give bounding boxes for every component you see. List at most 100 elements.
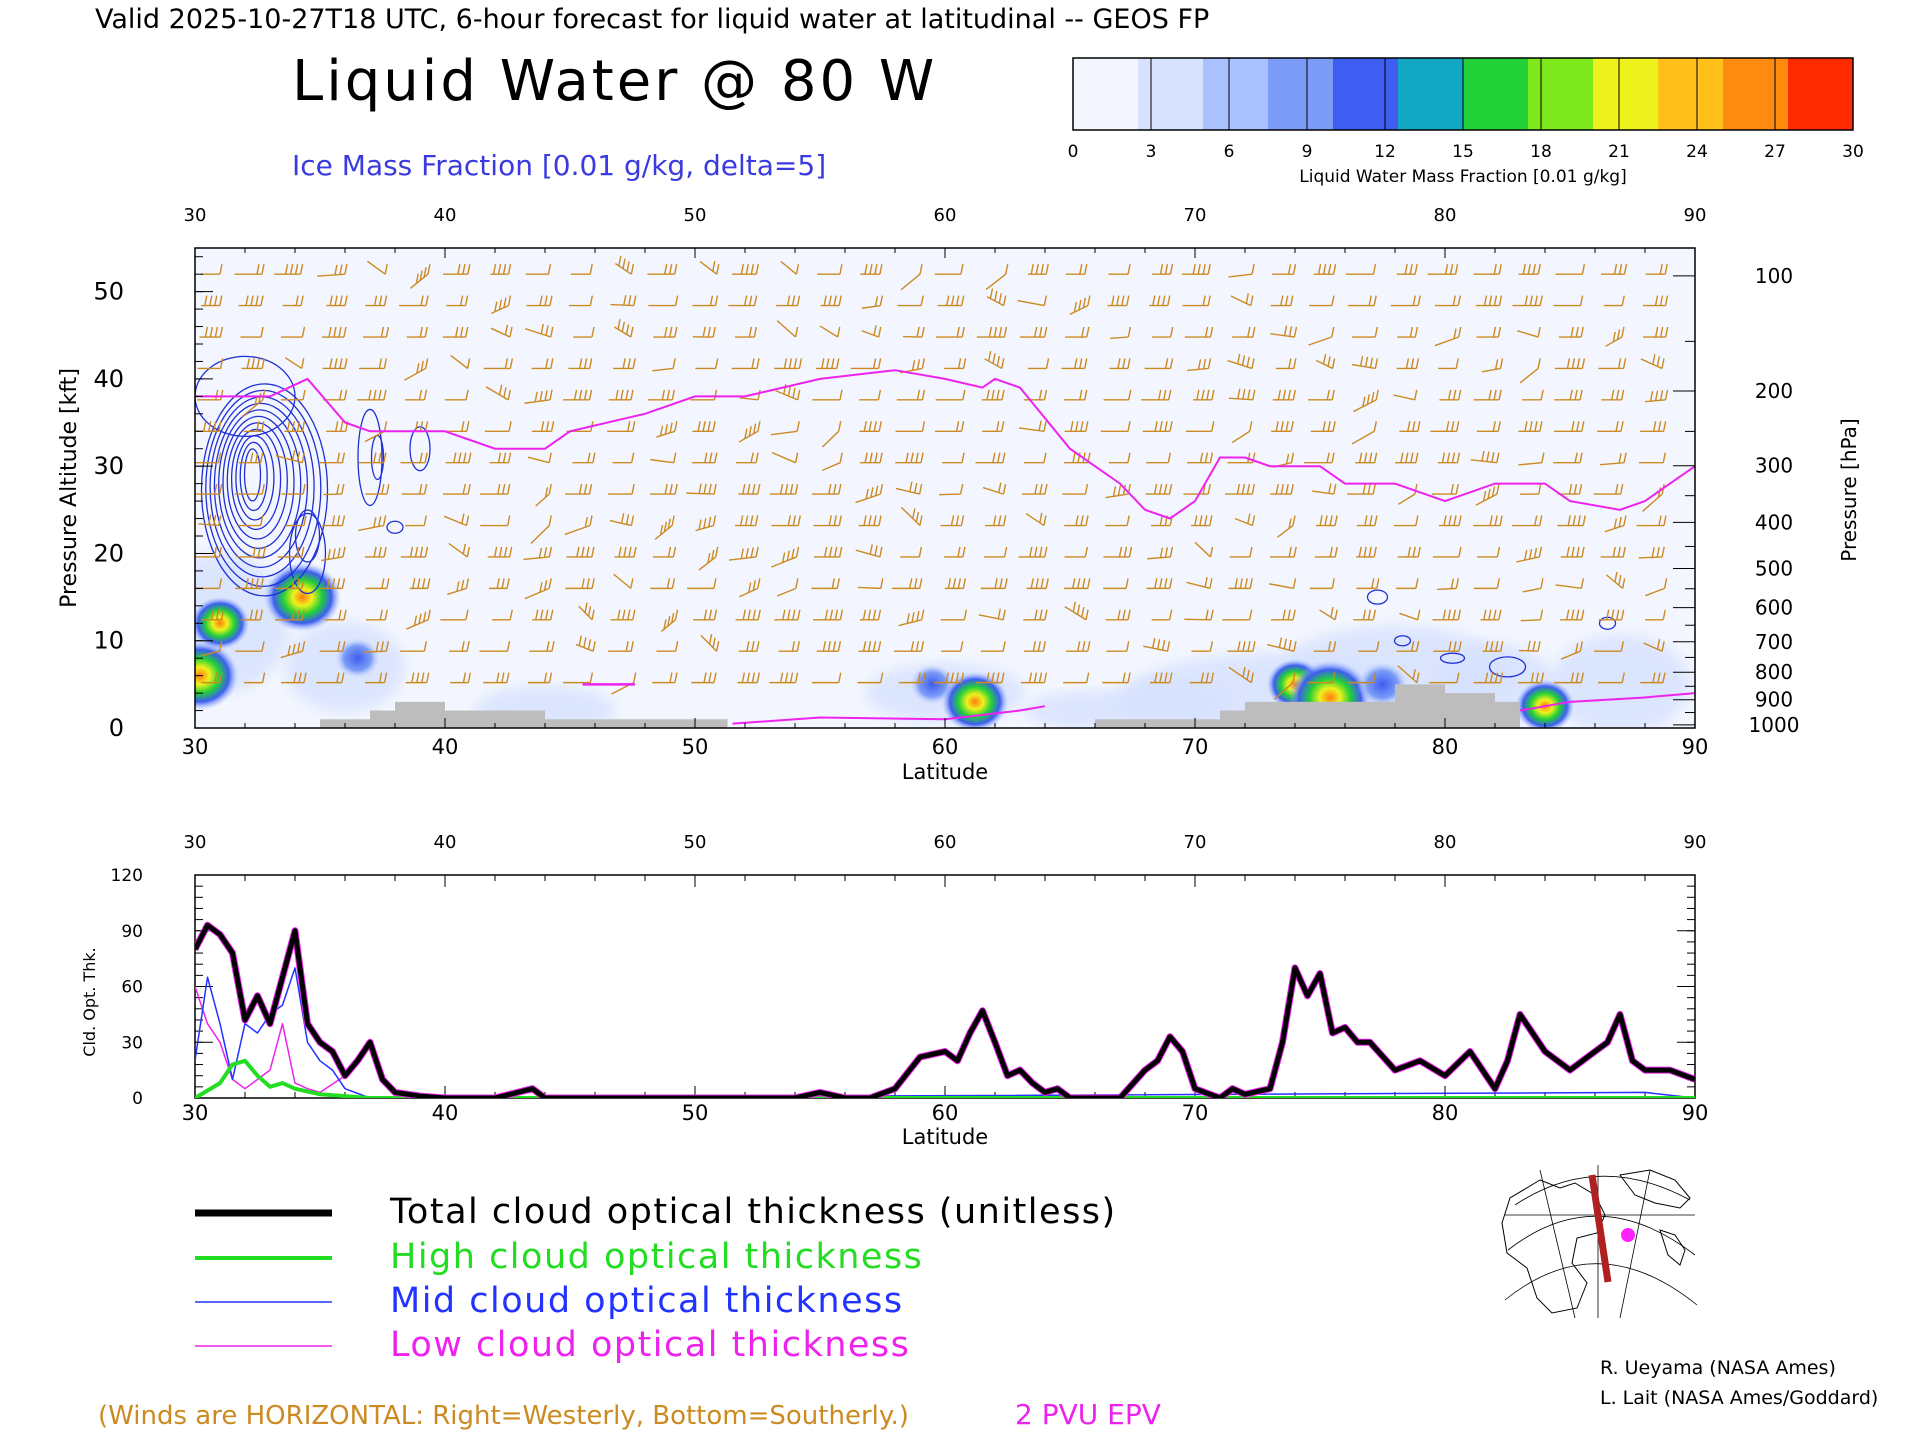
wind-barb-flag [669, 483, 673, 495]
wind-barb-flag [1331, 326, 1335, 338]
wind-barb-flag [1043, 421, 1047, 432]
wind-barb-flag [1574, 389, 1578, 400]
wind-barb-flag [1414, 264, 1418, 275]
wind-barb-shaft [1147, 556, 1171, 560]
wind-barb-flag [548, 578, 552, 589]
wind-barb-flag [344, 295, 348, 306]
wind-barb-flag [578, 389, 583, 400]
wind-barb-flag [418, 389, 423, 400]
wind-barb-shaft [1268, 583, 1294, 590]
wind-barb-flag [618, 255, 622, 267]
wind-barb-flag [1293, 641, 1297, 652]
wind-barb-shaft [614, 262, 632, 275]
wind-barb-flag [672, 358, 676, 369]
wind-barb-flag [1485, 641, 1489, 652]
pressure-tick-label: 600 [1755, 596, 1793, 620]
liquid-water-blob [1515, 679, 1575, 728]
wind-barb-flag [1450, 483, 1454, 495]
wind-barb-flag [424, 421, 429, 432]
wind-barb-flag [1407, 421, 1411, 432]
wind-barb-flag [742, 609, 746, 620]
wind-barb-flag [921, 326, 925, 338]
bottom-ytick-label: 30 [121, 1033, 143, 1053]
wind-barb-flag [796, 389, 801, 400]
wind-barb-flag [627, 421, 631, 432]
wind-barb-flag [1169, 672, 1173, 683]
wind-barb-flag [1127, 326, 1132, 338]
wind-barb-flag [671, 515, 675, 526]
wind-barb-flag [551, 641, 555, 652]
wind-barb-flag [1209, 326, 1214, 338]
wind-barb-flag [1369, 515, 1373, 526]
wind-barb-flag [1663, 578, 1668, 589]
wind-barb-shaft [978, 614, 1004, 621]
wind-barbs [195, 255, 1695, 725]
bottom-xtick-label-upper: 80 [1434, 832, 1457, 853]
wind-barb-flag [833, 483, 837, 495]
wind-barb-flag [1442, 609, 1446, 620]
wind-barb-flag [1040, 264, 1044, 275]
wind-barb-flag [744, 515, 749, 526]
wind-barb-shaft [1184, 618, 1212, 621]
wind-barb-flag [544, 295, 548, 306]
wind-barb-flag [1245, 293, 1250, 304]
wind-barb-flag [1162, 295, 1166, 306]
wind-barb-flag [327, 549, 331, 560]
wind-barb-flag [996, 389, 1000, 400]
wind-barb-flag [617, 319, 621, 330]
wind-barb-shaft [775, 389, 798, 401]
wind-barb-flag [1004, 578, 1008, 589]
wind-barb-shaft [982, 486, 1004, 495]
wind-barb-flag [1043, 515, 1047, 526]
wind-barb-shaft [1516, 330, 1539, 338]
wind-barb-flag [456, 581, 460, 592]
wind-barb-flag [1275, 421, 1279, 432]
wind-barb-flag [1409, 326, 1414, 338]
wind-barb-flag [946, 295, 950, 306]
wind-barb-flag [421, 672, 425, 683]
wind-barb-shaft [855, 549, 881, 558]
wind-barb-flag [1571, 546, 1575, 558]
wind-barb-flag [757, 609, 761, 620]
wind-barb-flag [670, 612, 675, 624]
bottom-ytick-label: 0 [132, 1089, 143, 1109]
wind-barb-shaft [1267, 643, 1295, 652]
wind-barb-flag [669, 422, 673, 433]
wind-barb-flag [291, 421, 296, 432]
wind-barb-flag [838, 546, 843, 558]
colorbar-swatch [1138, 58, 1204, 130]
wind-barb-flag [296, 451, 301, 462]
wind-barb-flag [998, 293, 1002, 304]
wind-barb-flag [1122, 484, 1127, 496]
wind-barb-flag [905, 452, 909, 463]
wind-barb-flag [507, 483, 511, 495]
wind-barb-flag [698, 483, 702, 494]
wind-barb-flag [1037, 641, 1042, 652]
wind-barb-flag [466, 641, 470, 652]
wind-barb-flag [502, 452, 507, 463]
wind-barb-flag [834, 609, 839, 620]
wind-barb-flag [1292, 389, 1297, 400]
wind-barb-shaft [770, 430, 798, 436]
wind-barb-flag [704, 452, 708, 463]
wind-barb-flag [674, 295, 679, 306]
wind-barb-flag [708, 609, 713, 620]
wind-barb-flag [789, 672, 794, 683]
colorbar: 0 3 6 9 12 15 18 21 24 27 30 [1068, 57, 1864, 162]
wind-barb-flag [755, 264, 760, 275]
wind-barb-flag [286, 421, 291, 432]
wind-barb-flag [756, 358, 760, 369]
wind-barb-flag [1580, 326, 1584, 338]
wind-barb-flag [1363, 546, 1367, 558]
wind-barb-flag [1084, 546, 1089, 558]
wind-barb-shaft [984, 358, 1003, 370]
wind-barb-flag [255, 578, 259, 589]
wind-barb-flag [467, 483, 471, 495]
wind-barb-flag [1491, 451, 1495, 463]
wind-barb-flag [204, 295, 208, 306]
wind-barb-flag [1080, 515, 1084, 526]
wind-barb-flag [996, 672, 1000, 683]
series-line-high [195, 1058, 1695, 1098]
wind-barb-flag [862, 641, 867, 652]
wind-barb-flag [300, 295, 304, 306]
